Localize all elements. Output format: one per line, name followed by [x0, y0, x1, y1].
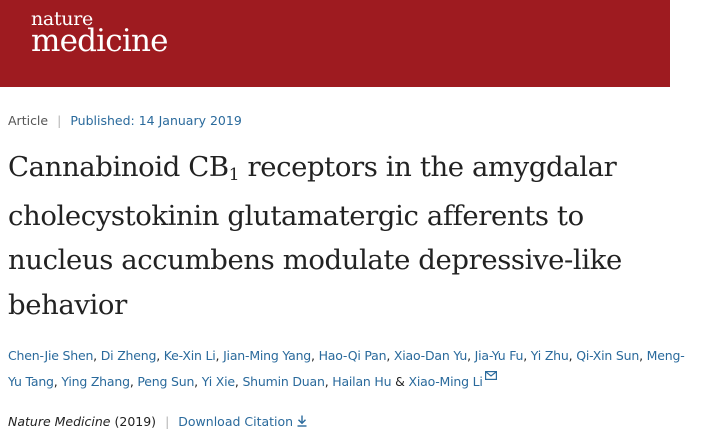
title-part-1: Cannabinoid CB	[8, 151, 229, 183]
author-link[interactable]: Ke-Xin Li	[163, 348, 216, 363]
logo-line-medicine: medicine	[31, 23, 168, 59]
author-link[interactable]: Peng Sun	[137, 374, 195, 389]
author-link[interactable]: Jian-Ming Yang	[223, 348, 312, 363]
author-link[interactable]: Shumin Duan	[242, 374, 325, 389]
journal-name: Nature Medicine	[8, 414, 111, 429]
author-link[interactable]: Hao-Qi Pan	[318, 348, 387, 363]
article-title: Cannabinoid CB1 receptors in the amygdal…	[8, 145, 688, 327]
citation-line: Nature Medicine (2019) | Download Citati…	[8, 414, 307, 429]
envelope-icon[interactable]	[484, 371, 497, 380]
title-part-2: receptors in the amygdalar cholecystokin…	[8, 151, 622, 321]
meta-divider: |	[57, 113, 62, 128]
published-label: Published:	[70, 113, 135, 128]
journal-logo[interactable]: nature medicine	[31, 10, 168, 57]
author-link[interactable]: Di Zheng	[100, 348, 157, 363]
author-list: Chen-Jie Shen, Di Zheng, Ke-Xin Li, Jian…	[8, 348, 685, 389]
published-value: 14 January 2019	[138, 113, 242, 128]
article-type: Article	[8, 113, 49, 128]
article-meta: Article | Published: 14 January 2019	[8, 113, 242, 128]
author-link[interactable]: Yi Zhu	[530, 348, 569, 363]
author-link[interactable]: Hailan Hu	[332, 374, 392, 389]
download-citation-label: Download Citation	[178, 414, 294, 429]
author-link[interactable]: Yi Xie	[201, 374, 235, 389]
logo-line-nature: nature	[31, 8, 93, 30]
author-link-corresponding[interactable]: Xiao-Ming Li	[408, 374, 483, 389]
download-citation-link[interactable]: Download Citation	[178, 414, 307, 429]
author-conjunction: &	[395, 374, 405, 389]
author-link[interactable]: Chen-Jie Shen	[8, 348, 94, 363]
author-link[interactable]: Meng-Yu Tang	[8, 348, 685, 389]
journal-banner: nature medicine	[0, 0, 670, 87]
author-link[interactable]: Qi-Xin Sun	[576, 348, 640, 363]
published-date: Published: 14 January 2019	[70, 113, 241, 128]
author-link[interactable]: Jia-Yu Fu	[474, 348, 524, 363]
title-subscript: 1	[228, 165, 240, 185]
download-arrow-icon	[297, 415, 307, 427]
author-link[interactable]: Ying Zhang	[61, 374, 130, 389]
citation-divider: |	[165, 414, 170, 429]
journal-year: (2019)	[114, 414, 157, 429]
author-link[interactable]: Xiao-Dan Yu	[393, 348, 468, 363]
